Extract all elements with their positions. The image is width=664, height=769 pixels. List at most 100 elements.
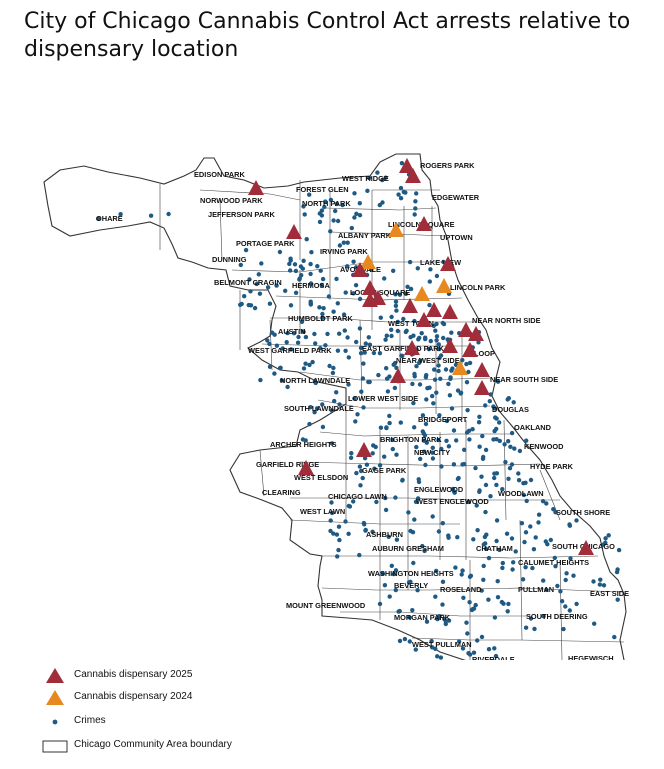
crime-point <box>354 470 359 476</box>
crime-point <box>497 420 502 425</box>
crime-point <box>393 292 398 297</box>
crime-point <box>552 555 557 561</box>
crime-point <box>254 281 259 287</box>
area-label: NORTH LAWNDALE <box>280 376 350 385</box>
crime-point <box>393 587 398 593</box>
crime-point <box>283 288 288 293</box>
crime-point <box>366 379 371 385</box>
crime-point <box>389 314 394 320</box>
crime-point <box>345 335 350 340</box>
crime-point <box>326 294 332 299</box>
crime-point <box>509 430 515 436</box>
crime-point <box>331 309 336 314</box>
area-label: HUMBOLDT PARK <box>288 314 353 323</box>
dispensary-2025-marker <box>362 280 378 295</box>
area-label: SOUTH LAWNDALE <box>284 404 354 413</box>
crime-point <box>402 636 408 642</box>
map-title: City of Chicago Cannabis Control Act arr… <box>24 9 631 62</box>
area-label: IRVING PARK <box>320 247 368 256</box>
crime-point <box>341 312 347 317</box>
crime-point <box>415 266 420 271</box>
area-label: JEFFERSON PARK <box>208 210 275 219</box>
crime-points <box>96 161 622 660</box>
area-label: ROGERS PARK <box>420 161 475 170</box>
crime-point <box>398 196 404 201</box>
crime-point <box>467 574 473 579</box>
legend-label-crimes: Crimes <box>74 715 106 726</box>
crime-point <box>417 382 423 387</box>
crime-point <box>429 638 434 644</box>
crime-point <box>407 615 412 620</box>
area-label: LOWER WEST SIDE <box>348 394 418 403</box>
crime-point <box>413 499 419 504</box>
crime-point <box>314 406 320 411</box>
crime-point <box>362 456 368 461</box>
crime-point <box>265 338 270 343</box>
crime-point <box>456 475 461 481</box>
crime-point <box>349 451 354 456</box>
crime-point <box>464 620 469 625</box>
crime-point <box>431 401 436 406</box>
area-label: ARCHER HEIGHTS <box>270 440 337 449</box>
crime-point <box>313 380 318 386</box>
crime-point <box>521 492 527 498</box>
crime-point <box>412 318 417 324</box>
crime-point <box>470 427 475 432</box>
crime-point <box>365 188 370 193</box>
crime-point <box>288 303 294 308</box>
crime-point <box>460 357 465 363</box>
crime-point <box>479 588 484 593</box>
crime-point <box>434 568 439 574</box>
crime-point <box>434 390 439 395</box>
crime-point <box>328 197 334 203</box>
crime-point <box>486 647 492 652</box>
crime-point <box>574 518 579 523</box>
crime-point <box>387 413 392 419</box>
crime-point <box>492 428 497 434</box>
crime-point <box>370 451 375 456</box>
crime-point <box>403 291 409 296</box>
crime-point <box>434 334 440 339</box>
crime-point <box>451 462 457 467</box>
area-label: NEAR NORTH SIDE <box>472 316 541 325</box>
crime-point <box>357 213 363 218</box>
crime-point <box>460 646 466 651</box>
crime-point <box>495 379 501 384</box>
crime-point <box>406 510 411 515</box>
crime-point <box>351 499 356 504</box>
crime-point <box>377 351 383 356</box>
area-label: LOOP <box>474 349 495 358</box>
crime-point <box>500 560 505 566</box>
crime-point <box>411 400 416 406</box>
crime-point <box>346 503 351 509</box>
crime-point <box>258 377 263 383</box>
area-label: EAST GARFIELD PARK <box>362 344 445 353</box>
crime-point <box>346 355 351 360</box>
crime-point <box>322 204 327 210</box>
crime-point <box>531 547 537 552</box>
crime-point <box>434 338 439 343</box>
crime-point <box>536 512 542 517</box>
crime-point <box>382 276 387 281</box>
crime-point <box>380 177 385 183</box>
crime-point <box>358 345 364 351</box>
area-label: LAKE VIEW <box>420 258 461 267</box>
crime-point <box>492 646 497 651</box>
crime-point <box>400 477 405 483</box>
crime-point <box>371 350 377 356</box>
crime-point <box>345 240 350 245</box>
crime-point <box>493 653 499 659</box>
crime-point <box>499 599 505 605</box>
crime-point <box>495 595 501 600</box>
crime-point <box>267 364 273 369</box>
crime-point <box>475 638 480 643</box>
crime-point <box>451 489 457 494</box>
crime-point <box>430 393 435 399</box>
crime-point <box>408 335 413 340</box>
crime-point <box>378 315 383 320</box>
crime-point <box>387 420 392 426</box>
crime-point <box>399 161 405 166</box>
crime-point <box>511 560 516 565</box>
crime-point <box>449 406 455 411</box>
crime-point <box>471 650 477 655</box>
